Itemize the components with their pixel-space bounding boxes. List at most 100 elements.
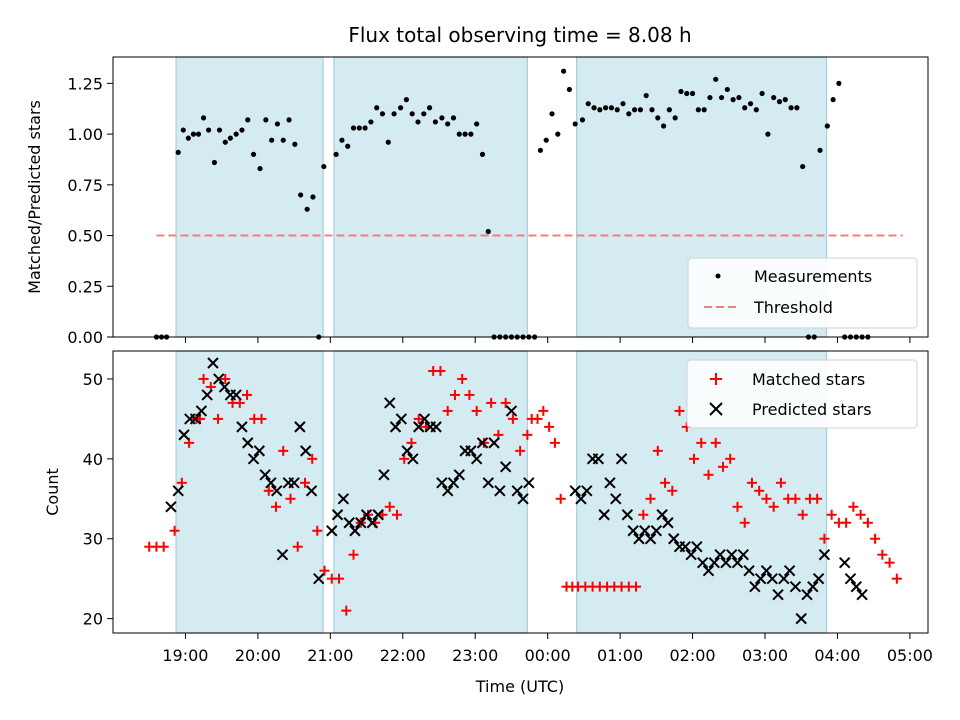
predicted-star-point bbox=[201, 389, 213, 401]
measurement-point bbox=[830, 97, 836, 103]
measurement-point bbox=[836, 80, 842, 86]
x-tick-label: 04:00 bbox=[814, 646, 860, 665]
predicted-star-point bbox=[355, 517, 367, 529]
predicted-star-point bbox=[218, 381, 231, 393]
measurement-point bbox=[263, 117, 269, 123]
predicted-star-point bbox=[430, 421, 442, 433]
measurement-point bbox=[572, 121, 578, 127]
measurement-point bbox=[771, 94, 777, 101]
measurement-point bbox=[180, 127, 186, 133]
measurement-point bbox=[298, 192, 304, 198]
measurement-point bbox=[555, 131, 561, 137]
predicted-star-point bbox=[801, 588, 813, 601]
predicted-star-point bbox=[236, 421, 248, 433]
predicted-star-point bbox=[766, 572, 778, 585]
matched-star-point bbox=[442, 405, 453, 416]
observing-window-span bbox=[333, 56, 528, 338]
matched-star-point bbox=[549, 437, 560, 448]
matched-star-point bbox=[819, 533, 830, 544]
measurement-point bbox=[379, 111, 386, 117]
top-panel: 0.00 0.25 0.50 0.75 1.00 1.25 Matched/Predict… bbox=[25, 56, 929, 347]
measurement-point bbox=[485, 228, 491, 235]
matched-legend-marker bbox=[710, 373, 722, 385]
measurement-point bbox=[713, 76, 719, 82]
predicted-star-point bbox=[265, 477, 277, 489]
matched-star-point bbox=[307, 453, 318, 464]
legend-measurements: Measurements bbox=[754, 267, 872, 286]
matched-star-point bbox=[285, 493, 296, 504]
matched-star-point bbox=[797, 509, 808, 520]
predicted-star-point bbox=[343, 517, 355, 529]
measurement-point bbox=[450, 115, 457, 121]
predicted-star-point bbox=[401, 445, 413, 457]
measurement-point bbox=[415, 119, 421, 125]
predicted-star-point bbox=[418, 413, 431, 425]
matched-star-point bbox=[384, 501, 395, 512]
predicted-star-point bbox=[378, 469, 390, 481]
measurement-point bbox=[620, 101, 626, 107]
x-tick-label: 22:00 bbox=[380, 646, 426, 665]
measurement-point bbox=[759, 90, 765, 97]
matched-star-point bbox=[790, 493, 801, 504]
predicted-star-point bbox=[592, 453, 605, 465]
y-tick-label: 0.00 bbox=[67, 328, 103, 347]
measurement-point bbox=[227, 135, 233, 141]
measurement-point bbox=[684, 90, 690, 97]
predicted-star-point bbox=[413, 421, 425, 433]
predicted-star-point bbox=[621, 509, 634, 521]
x-tick-label: 05:00 bbox=[887, 646, 933, 665]
predicted-star-point bbox=[598, 509, 610, 521]
measurement-point bbox=[537, 147, 544, 153]
measurement-point bbox=[753, 107, 759, 113]
measurement-point bbox=[421, 111, 427, 117]
predicted-star-point bbox=[720, 556, 732, 569]
measurement-point bbox=[195, 131, 202, 137]
y-tick-label: 0.75 bbox=[67, 176, 103, 195]
matched-star-point bbox=[862, 517, 873, 528]
measurement-point bbox=[782, 97, 788, 103]
predicted-star-point bbox=[230, 389, 242, 401]
predicted-star-point bbox=[271, 485, 283, 497]
matched-star-point bbox=[696, 437, 707, 448]
matched-star-point bbox=[674, 405, 685, 416]
matched-star-point bbox=[667, 485, 678, 496]
predicted-star-point bbox=[795, 612, 807, 625]
matched-star-point bbox=[299, 477, 310, 488]
measurement-point bbox=[672, 115, 678, 121]
predicted-star-point bbox=[789, 580, 802, 593]
predicted-star-point bbox=[725, 549, 738, 561]
chart-title: Flux total observing time = 8.08 h bbox=[348, 23, 691, 47]
measurement-point bbox=[239, 127, 245, 133]
predicted-star-point bbox=[172, 485, 184, 497]
matched-star-point bbox=[319, 565, 330, 576]
matched-star-point bbox=[754, 485, 765, 496]
matched-star-point bbox=[877, 549, 888, 560]
measurement-point bbox=[689, 90, 696, 97]
predicted-star-point bbox=[488, 437, 500, 449]
measurement-point bbox=[824, 123, 830, 129]
matched-star-point bbox=[775, 477, 786, 488]
measurement-point bbox=[190, 131, 197, 137]
matched-star-point bbox=[391, 509, 402, 520]
predicted-star-point bbox=[523, 477, 535, 489]
bottom-y-ticks: 20 30 40 50 bbox=[83, 370, 113, 629]
matched-star-point bbox=[746, 477, 757, 488]
predicted-star-point bbox=[331, 509, 344, 521]
x-tick-label: 23:00 bbox=[452, 646, 498, 665]
measurement-point bbox=[660, 123, 667, 129]
predicted-star-point bbox=[749, 580, 761, 593]
predicted-stars-points bbox=[165, 357, 868, 625]
measurement-point bbox=[292, 141, 298, 147]
predicted-star-point bbox=[807, 580, 819, 593]
matched-star-point bbox=[761, 493, 772, 504]
matched-star-point bbox=[538, 405, 549, 416]
bottom-legend-box bbox=[686, 359, 918, 429]
predicted-star-point bbox=[247, 453, 260, 465]
predicted-star-point bbox=[685, 549, 697, 561]
measurement-point bbox=[185, 135, 191, 141]
matched-star-point bbox=[555, 493, 566, 504]
predicted-star-point bbox=[731, 556, 744, 569]
predicted-star-point bbox=[656, 509, 668, 521]
top-legend: Measurements Threshold bbox=[687, 257, 918, 329]
predicted-star-point bbox=[389, 421, 402, 433]
